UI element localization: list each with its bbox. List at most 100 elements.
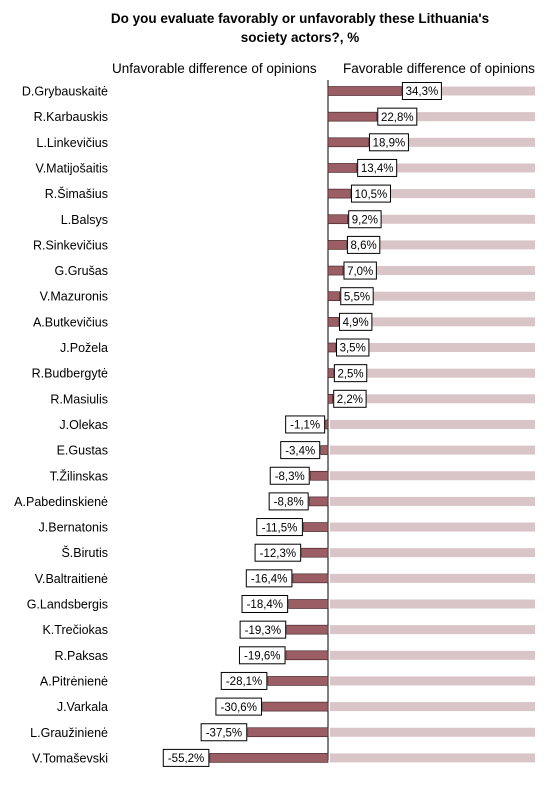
- row-stripe: [330, 112, 535, 122]
- category-label: V.Matijošaitis: [36, 161, 109, 175]
- bar: [327, 86, 402, 96]
- value-label-box: [368, 133, 409, 152]
- value-label: -37,5%: [206, 727, 242, 739]
- value-label: 34,3%: [406, 86, 439, 98]
- row-stripe: [330, 214, 535, 224]
- category-label: D.Grybauskaitė: [22, 85, 108, 99]
- value-label: -55,2%: [168, 753, 204, 765]
- value-label: 5,5%: [344, 291, 370, 303]
- bar: [327, 111, 378, 122]
- value-label: 4,9%: [343, 317, 369, 329]
- value-label: -19,3%: [245, 625, 281, 637]
- value-label-box: [268, 492, 309, 511]
- row-stripe: [330, 625, 535, 635]
- category-label: R.Sinkevičius: [33, 238, 108, 252]
- value-label-box: [256, 518, 303, 537]
- value-label-box: [357, 158, 398, 177]
- category-label: J.Požela: [60, 341, 108, 355]
- value-label: 13,4%: [361, 163, 394, 175]
- bar: [327, 368, 334, 378]
- value-label-box: [215, 697, 263, 716]
- value-label: -1,1%: [290, 420, 320, 432]
- category-label: J.Varkala: [57, 700, 108, 714]
- bar: [308, 496, 329, 507]
- bar: [327, 188, 351, 199]
- category-label: R.Masiulis: [50, 392, 108, 406]
- value-label-box: [333, 389, 367, 408]
- category-label: V.Tomaševski: [32, 751, 108, 765]
- row-stripe: [330, 702, 535, 712]
- value-label: -18,4%: [247, 599, 283, 611]
- value-label-box: [335, 338, 370, 357]
- category-label: G.Landsbergis: [27, 598, 108, 612]
- value-label-box: [162, 748, 210, 767]
- bar: [262, 701, 329, 712]
- value-label-box: [348, 210, 382, 229]
- value-label-box: [239, 620, 287, 639]
- row-stripe: [330, 163, 535, 173]
- chart-title-line1: Do you evaluate favorably or unfavorably…: [110, 11, 490, 26]
- value-label-box: [245, 569, 293, 588]
- category-label: J.Bernatonis: [39, 521, 108, 535]
- value-label: -30,6%: [220, 702, 256, 714]
- value-label: -8,3%: [275, 471, 305, 483]
- row-stripe: [330, 522, 535, 532]
- bar: [286, 624, 329, 635]
- bar: [285, 650, 329, 661]
- bar: [292, 573, 329, 584]
- chart-title-line2: society actors?, %: [240, 30, 360, 45]
- value-label: -19,6%: [244, 651, 280, 663]
- value-label-box: [340, 287, 374, 306]
- bar: [247, 727, 329, 738]
- row-stripe: [330, 445, 535, 455]
- value-label-box: [220, 671, 268, 690]
- bar: [327, 163, 357, 173]
- bar: [327, 214, 348, 225]
- row-stripe: [330, 419, 535, 429]
- bar: [209, 753, 329, 763]
- bar: [288, 599, 329, 609]
- value-label-box: [343, 261, 377, 280]
- row-stripe: [330, 343, 535, 352]
- row-stripe: [330, 368, 535, 378]
- row-stripe: [330, 573, 535, 583]
- bar: [267, 676, 329, 686]
- bar: [301, 547, 329, 558]
- bar: [327, 317, 339, 327]
- value-label: 18,9%: [373, 138, 406, 150]
- value-label: 8,6%: [350, 240, 376, 252]
- category-label: L.Graužinienė: [30, 726, 108, 740]
- value-label: 2,2%: [337, 394, 363, 406]
- value-label: -28,1%: [226, 676, 262, 688]
- category-label: G.Grušas: [55, 264, 109, 278]
- value-label-box: [338, 312, 373, 331]
- value-label-box: [346, 235, 381, 254]
- bar: [327, 393, 334, 404]
- bar: [327, 291, 341, 302]
- value-label-box: [401, 82, 442, 100]
- row-stripe: [330, 266, 535, 276]
- value-label-box: [238, 646, 286, 665]
- value-label-box: [377, 107, 418, 126]
- unfavorable-header: Unfavorable difference of opinions: [112, 61, 317, 76]
- bar: [327, 137, 369, 148]
- bar: [325, 419, 329, 430]
- row-stripe: [330, 548, 535, 558]
- bar: [303, 522, 329, 532]
- value-label-box: [269, 466, 310, 485]
- row-stripe: [330, 317, 535, 327]
- row-stripe: [330, 496, 535, 506]
- row-stripe: [330, 240, 535, 250]
- row-stripe: [330, 753, 535, 763]
- bar: [327, 265, 344, 276]
- value-label: -11,5%: [262, 522, 298, 534]
- category-label: T.Žilinskas: [50, 468, 108, 483]
- value-label-box: [285, 415, 326, 434]
- category-label: R.Paksas: [55, 649, 109, 663]
- category-label: R.Šimašius: [45, 186, 108, 201]
- row-stripe: [330, 471, 535, 481]
- category-label: A.Pabedinskienė: [14, 495, 108, 509]
- category-label: L.Balsys: [61, 213, 108, 227]
- value-label-box: [254, 543, 302, 562]
